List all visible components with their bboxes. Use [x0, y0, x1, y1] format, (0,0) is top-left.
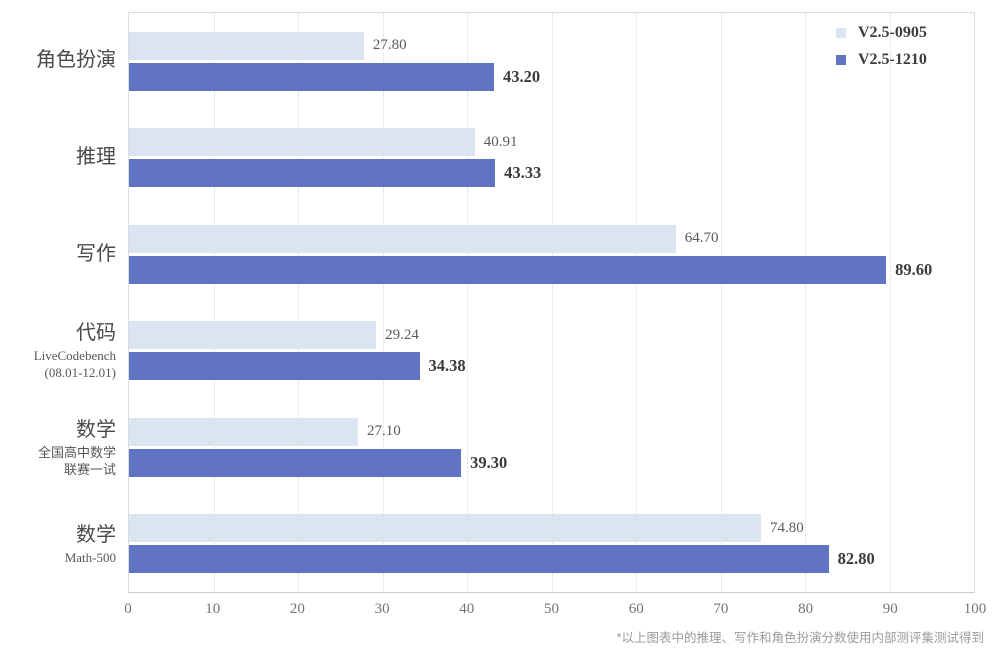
- value-label: 34.38: [428, 356, 466, 376]
- value-label: 82.80: [837, 549, 875, 569]
- x-tick-label: 30: [374, 601, 390, 617]
- value-label: 89.60: [895, 259, 933, 279]
- category-1: 推理: [0, 109, 116, 206]
- bar-V2.5-0905-0: [129, 31, 364, 60]
- bar-V2.5-0905-1: [129, 128, 475, 157]
- category-sublabel: Math-500: [64, 550, 116, 566]
- legend: V2.5-0905 V2.5-1210: [836, 24, 927, 69]
- gridline-90: [889, 13, 891, 592]
- category-label: 代码: [76, 322, 116, 344]
- value-label: 43.33: [504, 163, 542, 183]
- gridline-70: [720, 13, 722, 592]
- gridline-100: [974, 13, 975, 592]
- x-tick-label: 80: [798, 601, 814, 617]
- bar-rows: 27.80 43.20 40.91 43.33 64.70 89.60 29.24 34.38…: [129, 13, 974, 592]
- bar-group-1: 40.91 43.33: [129, 110, 974, 207]
- bar-line: 34.38: [129, 352, 974, 381]
- value-label: 27.10: [366, 423, 401, 440]
- category-0: 角色扮演: [0, 12, 116, 109]
- bar-line: 27.10: [129, 417, 974, 446]
- category-sublabel: 全国高中数学 联赛一试: [37, 444, 116, 477]
- legend-swatch-v25-1210: [836, 55, 846, 65]
- x-tick-label: 100: [963, 601, 987, 617]
- x-tick-label: 20: [289, 601, 305, 617]
- legend-swatch-v25-0905: [836, 28, 846, 38]
- footnote: *以上图表中的推理、写作和角色扮演分数使用内部测评集测试得到: [616, 631, 984, 645]
- bar-group-3: 29.24 34.38: [129, 303, 974, 400]
- category-2: 写作: [0, 206, 116, 303]
- bar-line: 43.20: [129, 62, 974, 91]
- category-label: 写作: [76, 243, 116, 266]
- bar-line: 82.80: [129, 545, 974, 574]
- gridline-30: [382, 13, 384, 592]
- gridline-60: [636, 13, 637, 592]
- category-sublabel: LiveCodebench (08.01-12.01): [33, 348, 116, 380]
- bar-V2.5-1210-5: [129, 545, 829, 574]
- bar-V2.5-0905-4: [129, 417, 358, 446]
- gridline-80: [805, 13, 806, 592]
- gridline-10: [213, 13, 215, 592]
- x-tick-label: 10: [205, 601, 221, 617]
- bar-line: 43.33: [129, 159, 974, 188]
- bar-line: 27.80: [129, 31, 974, 60]
- gridline-20: [298, 13, 299, 592]
- value-label: 29.24: [385, 326, 419, 343]
- legend-label: V2.5-1210: [858, 51, 927, 68]
- bar-line: 39.30: [129, 448, 974, 477]
- legend-item-v25-0905: V2.5-0905: [836, 24, 927, 42]
- bar-V2.5-1210-0: [129, 62, 495, 91]
- x-axis: 0 10 20 30 40 50 60 70 80 90 100: [124, 601, 986, 621]
- bar-V2.5-1210-1: [129, 159, 496, 188]
- category-label: 推理: [76, 146, 116, 169]
- bar-V2.5-1210-4: [129, 448, 462, 477]
- plot-area: 27.80 43.20 40.91 43.33 64.70 89.60 29.24 34.38…: [128, 12, 975, 593]
- value-label: 43.20: [503, 66, 541, 86]
- bar-group-5: 74.80 82.80: [129, 496, 974, 593]
- category-4: 数学全国高中数学 联赛一试: [0, 399, 116, 496]
- x-tick-label: 40: [459, 601, 475, 617]
- category-label: 角色扮演: [36, 49, 116, 72]
- gridline-40: [467, 13, 468, 592]
- value-label: 39.30: [470, 452, 508, 472]
- bar-V2.5-0905-3: [129, 321, 377, 350]
- value-label: 27.80: [372, 37, 407, 54]
- category-3: 代码 LiveCodebench (08.01-12.01): [0, 302, 116, 399]
- bar-group-0: 27.80 43.20: [129, 13, 974, 110]
- bar-V2.5-1210-3: [129, 352, 420, 381]
- value-label: 40.91: [483, 133, 518, 150]
- bar-line: 89.60: [129, 255, 974, 284]
- x-tick-label: 0: [124, 601, 132, 617]
- bar-V2.5-0905-2: [129, 224, 676, 253]
- bar-group-2: 64.70 89.60: [129, 206, 974, 303]
- value-label: 64.70: [684, 230, 719, 247]
- x-tick-label: 90: [882, 601, 898, 617]
- bar-line: 29.24: [129, 321, 974, 350]
- bar-line: 40.91: [129, 128, 974, 157]
- category-labels: 角色扮演 推理 写作 代码 LiveCodebench (08.01-12.01) 数学 全国…: [0, 12, 116, 593]
- bar-V2.5-1210-2: [129, 255, 887, 284]
- gridline-50: [551, 13, 553, 592]
- bar-line: 74.80: [129, 514, 974, 543]
- bar-line: 64.70: [129, 224, 974, 253]
- x-tick-label: 50: [544, 601, 559, 617]
- x-tick-label: 70: [713, 601, 729, 617]
- legend-item-v25-1210: V2.5-1210: [836, 51, 927, 69]
- value-label: 74.80: [770, 519, 804, 536]
- bar-V2.5-0905-5: [129, 514, 762, 543]
- category-5: 数学 Math-500: [0, 496, 116, 593]
- category-label: 数学: [76, 524, 116, 547]
- category-label: 数学: [76, 418, 116, 441]
- legend-label: V2.5-0905: [858, 24, 927, 41]
- x-tick-label: 60: [628, 601, 644, 617]
- bar-group-4: 27.10 39.30: [129, 399, 974, 496]
